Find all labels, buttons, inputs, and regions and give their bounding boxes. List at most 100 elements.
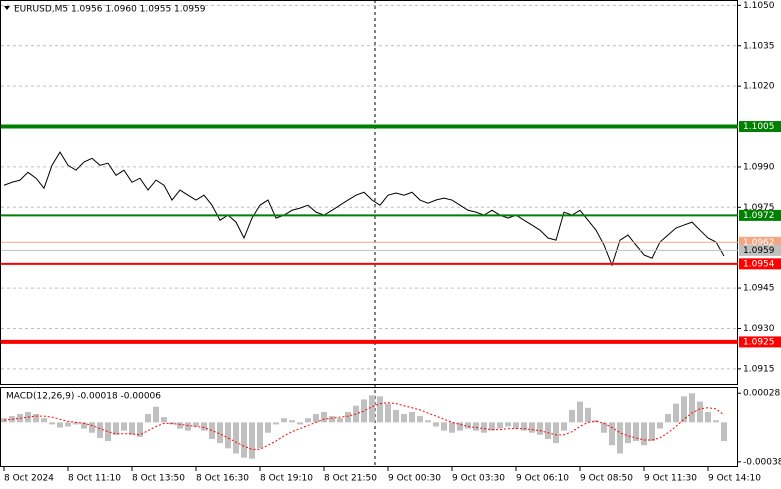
macd-bar [609, 422, 615, 446]
level-label: 1.0959 [743, 246, 775, 256]
macd-bar [689, 393, 695, 423]
macd-bar [441, 422, 447, 431]
x-tick-label: 9 Oct 08:50 [580, 474, 633, 484]
level-label: 1.0925 [743, 337, 775, 347]
macd-bar [217, 422, 223, 444]
macd-bar [673, 403, 679, 423]
x-tick-label: 8 Oct 11:10 [68, 474, 121, 484]
macd-bar [633, 422, 639, 442]
macd-bar [505, 422, 511, 427]
macd-bar [329, 416, 335, 423]
macd-bar [161, 417, 167, 423]
level-label-box [739, 209, 781, 221]
macd-bar [409, 411, 415, 423]
macd-bar [681, 396, 687, 423]
macd-bar [369, 395, 375, 423]
macd-bar [385, 403, 391, 423]
y-tick-label: 1.1020 [743, 82, 775, 92]
signal-line [3, 402, 725, 450]
macd-bar [177, 422, 183, 429]
y-tick-label: 0.00028 [743, 389, 780, 399]
macd-bar [537, 422, 543, 435]
level-label: 1.0962 [743, 238, 775, 248]
macd-bar [209, 422, 215, 439]
x-tick-label: 9 Oct 06:10 [516, 474, 569, 484]
macd-bar [225, 422, 231, 449]
macd-bar [57, 422, 63, 428]
x-tick-label: 9 Oct 11:30 [644, 474, 697, 484]
x-tick-label: 8 Oct 13:50 [132, 474, 185, 484]
macd-bar [513, 422, 519, 429]
y-tick-label: 1.1035 [743, 41, 775, 51]
macd-bar [257, 422, 263, 449]
x-tick-label: 9 Oct 03:30 [452, 474, 505, 484]
macd-bar [481, 422, 487, 433]
macd-bar [361, 399, 367, 423]
macd-bar [545, 422, 551, 439]
macd-bar [33, 414, 39, 423]
y-tick-label: -0.00038 [743, 457, 781, 467]
macd-bar [649, 422, 655, 442]
macd-bar [457, 422, 463, 431]
macd-bar [297, 422, 303, 425]
macd-bar [321, 411, 327, 423]
level-label-box [739, 121, 781, 133]
macd-bar [121, 422, 127, 431]
macd-bar [265, 422, 271, 433]
y-tick-label: 1.1050 [743, 1, 775, 11]
level-label: 1.0954 [743, 259, 775, 269]
macd-bar [65, 422, 71, 427]
macd-bar [145, 414, 151, 423]
macd-bar [41, 418, 47, 423]
macd-bar [497, 422, 503, 429]
macd-bar [345, 411, 351, 423]
macd-bar [89, 422, 95, 433]
y-tick-label: 1.0975 [743, 203, 775, 213]
level-label-box [739, 236, 781, 248]
macd-bar [553, 422, 559, 444]
macd-bar [185, 422, 191, 431]
macd-bar [73, 422, 79, 425]
x-tick-label: 8 Oct 19:10 [260, 474, 313, 484]
x-tick-label: 8 Oct 21:50 [324, 474, 377, 484]
level-label: 1.1005 [743, 122, 775, 132]
macd-bar [473, 422, 479, 431]
macd-bar [193, 422, 199, 427]
macd-bar [569, 409, 575, 423]
macd-bar [393, 409, 399, 423]
macd-bar [105, 422, 111, 442]
macd-bar [313, 414, 319, 423]
macd-bar [585, 407, 591, 423]
macd-bar [137, 422, 143, 437]
macd-bar [529, 422, 535, 433]
macd-bar [697, 401, 703, 423]
macd-bar [425, 420, 431, 423]
x-tick-label: 9 Oct 00:30 [388, 474, 441, 484]
macd-bar [577, 401, 583, 423]
x-tick-label: 9 Oct 14:10 [708, 474, 761, 484]
macd-bar [273, 422, 279, 425]
macd-bar [401, 414, 407, 423]
x-tick-label: 8 Oct 2024 [4, 474, 54, 484]
macd-bar [465, 422, 471, 429]
macd-bar [233, 422, 239, 454]
level-label: 1.0972 [743, 211, 775, 221]
macd-bar [281, 418, 287, 423]
macd-bar [305, 418, 311, 423]
macd-bar [721, 422, 727, 442]
macd-bar [113, 422, 119, 435]
macd-bar [449, 422, 455, 433]
macd-bar [601, 422, 607, 433]
x-tick-label: 8 Oct 16:30 [196, 474, 249, 484]
macd-bar [713, 420, 719, 423]
macd-bar [657, 422, 663, 429]
macd-bar [641, 422, 647, 446]
price-line [3, 151, 725, 267]
macd-bar [249, 422, 255, 459]
macd-bar [625, 422, 631, 444]
macd-bar [561, 422, 567, 431]
macd-bar [241, 422, 247, 458]
y-tick-label: 1.0945 [743, 284, 775, 294]
macd-bar [665, 414, 671, 423]
